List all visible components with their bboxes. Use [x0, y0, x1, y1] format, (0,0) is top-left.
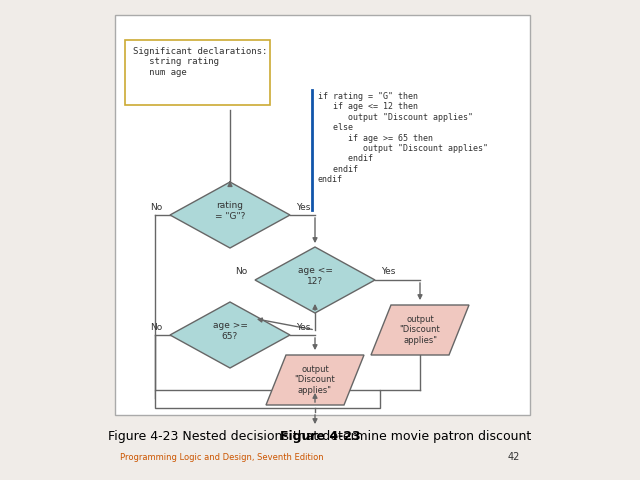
Text: Yes: Yes — [296, 323, 310, 332]
Text: Figure 4-23: Figure 4-23 — [280, 430, 360, 443]
Polygon shape — [170, 302, 290, 368]
Text: output
"Discount
applies": output "Discount applies" — [294, 365, 335, 395]
Text: No: No — [235, 267, 247, 276]
Polygon shape — [255, 247, 375, 313]
Text: if rating = "G" then
   if age <= 12 then
      output "Discount applies"
   els: if rating = "G" then if age <= 12 then o… — [318, 92, 488, 184]
Bar — [125, 40, 270, 105]
Bar — [155, 390, 380, 408]
Text: age >=
65?: age >= 65? — [212, 321, 248, 341]
Polygon shape — [371, 305, 469, 355]
Text: Significant declarations:
   string rating
   num age: Significant declarations: string rating … — [133, 47, 268, 77]
Text: Programming Logic and Design, Seventh Edition: Programming Logic and Design, Seventh Ed… — [120, 453, 324, 462]
Bar — [115, 15, 530, 415]
Polygon shape — [170, 182, 290, 248]
Text: Yes: Yes — [381, 267, 396, 276]
Text: No: No — [150, 203, 162, 212]
Text: Figure 4-23 Nested decisions that determine movie patron discount: Figure 4-23 Nested decisions that determ… — [108, 430, 532, 443]
Text: Yes: Yes — [296, 203, 310, 212]
Text: 42: 42 — [508, 452, 520, 462]
Text: output
"Discount
applies": output "Discount applies" — [399, 315, 440, 345]
Text: No: No — [150, 323, 162, 332]
Text: rating
= "G"?: rating = "G"? — [215, 201, 245, 221]
Polygon shape — [266, 355, 364, 405]
Text: age <=
12?: age <= 12? — [298, 266, 332, 286]
